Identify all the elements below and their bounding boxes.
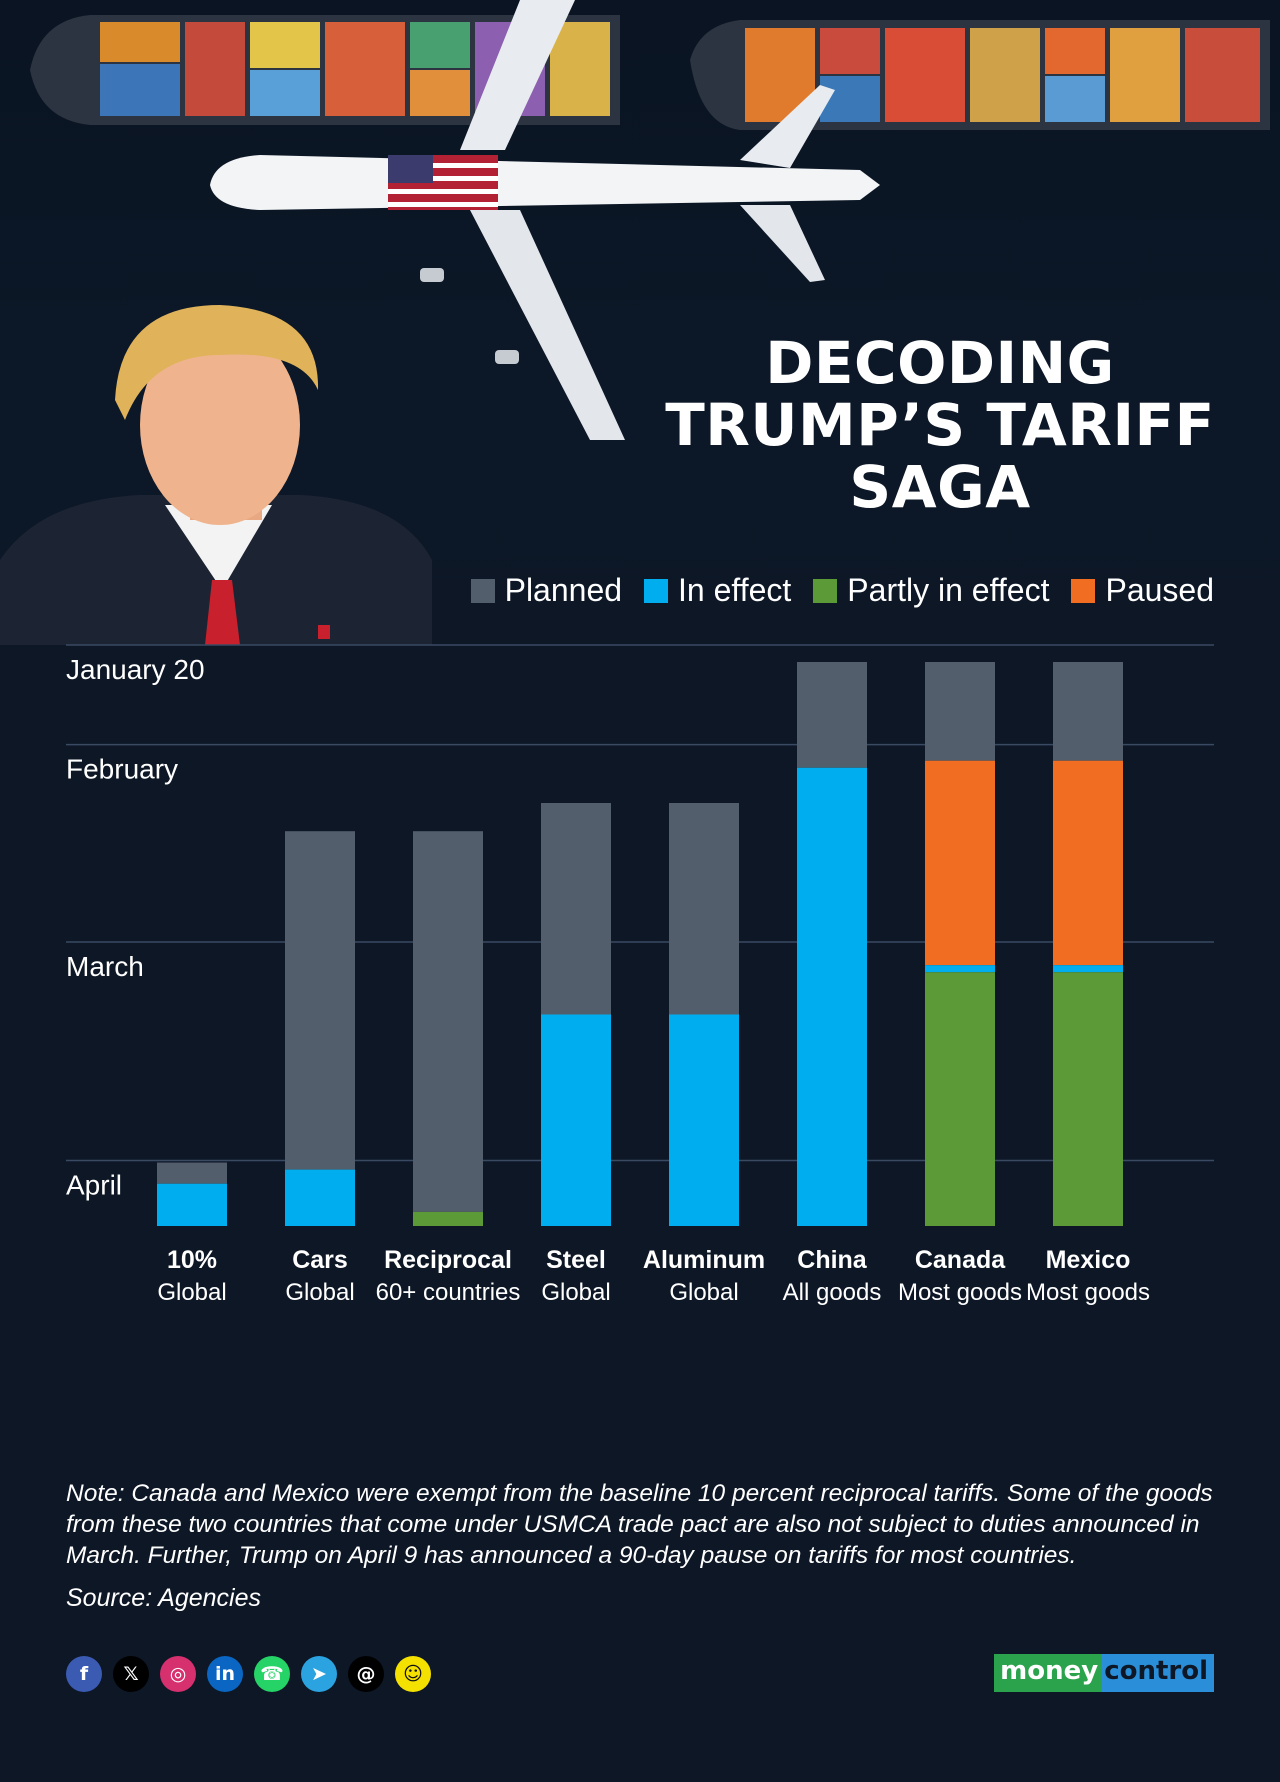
category-sublabel: 60+ countries — [376, 1279, 521, 1306]
instagram-icon[interactable]: ◎ — [160, 1656, 196, 1692]
bar-segment-in-effect — [285, 1169, 355, 1226]
cargo-ship-left — [30, 15, 620, 125]
legend-item-planned: Planned — [470, 572, 623, 609]
legend-label-in-effect: In effect — [678, 572, 792, 608]
x-icon[interactable]: 𝕏 — [113, 1656, 149, 1692]
bar-segment-in-effect — [541, 1014, 611, 1226]
moneycontrol-logo[interactable]: money control — [994, 1654, 1214, 1692]
bar-segment-paused — [925, 760, 995, 966]
chart-legend: Planned In effect Partly in effect Pause… — [470, 572, 1214, 609]
time-tick-label: March — [66, 951, 144, 982]
bar-segment-in-effect — [1053, 965, 1123, 973]
bar-segment-paused — [1053, 760, 1123, 966]
bar-segment-in-effect — [669, 1014, 739, 1226]
bar-segment-planned — [1053, 662, 1123, 761]
bar-segment-planned — [413, 831, 483, 1212]
category-label: China — [797, 1246, 868, 1274]
category-label: Canada — [915, 1246, 1006, 1274]
bar-segment-in-effect — [797, 767, 867, 1226]
bar-segment-planned — [797, 662, 867, 768]
bar-segment-partly-in-effect — [1053, 972, 1123, 1226]
legend-label-paused: Paused — [1105, 572, 1214, 608]
linkedin-icon[interactable]: in — [207, 1656, 243, 1692]
category-label: 10% — [167, 1246, 217, 1274]
facebook-icon[interactable]: f — [66, 1656, 102, 1692]
telegram-icon[interactable]: ➤ — [301, 1656, 337, 1692]
hero-image: DECODING TRUMP’S TARIFF SAGA — [0, 0, 1280, 650]
whatsapp-icon[interactable]: ☎ — [254, 1656, 290, 1692]
airplane — [210, 0, 880, 440]
category-label: Reciprocal — [384, 1246, 512, 1274]
category-label: Steel — [546, 1246, 606, 1274]
legend-swatch-partly-in-effect — [813, 578, 838, 603]
bar-segment-planned — [285, 831, 355, 1170]
legend-swatch-paused — [1071, 578, 1096, 603]
legend-label-planned: Planned — [504, 572, 623, 608]
social-links: f 𝕏 ◎ in ☎ ➤ @ ☺ — [66, 1656, 431, 1692]
tariff-timeline-chart: January 20 February March April 10% Global Car… — [66, 644, 1214, 1306]
time-tick-label: April — [66, 1170, 122, 1201]
category-sublabel: Most goods — [1026, 1279, 1150, 1306]
category-sublabel: Global — [157, 1279, 226, 1306]
legend-item-paused: Paused — [1071, 572, 1214, 609]
legend-swatch-in-effect — [644, 578, 669, 603]
time-tick-label: February — [66, 754, 178, 785]
category-sublabel: Global — [669, 1279, 738, 1306]
bar-segment-planned — [669, 803, 739, 1015]
category-label: Cars — [292, 1246, 348, 1274]
category-label: Aluminum — [643, 1246, 765, 1274]
legend-label-partly-in-effect: Partly in effect — [847, 572, 1050, 608]
legend-swatch-planned — [470, 578, 495, 603]
category-sublabel: Global — [541, 1279, 610, 1306]
category-sublabel: Most goods — [898, 1279, 1022, 1306]
page-title: DECODING TRUMP’S TARIFF SAGA — [640, 332, 1240, 518]
time-tick-label: January 20 — [66, 654, 205, 685]
bar-segment-planned — [925, 662, 995, 761]
cargo-ship-right — [690, 20, 1270, 130]
legend-item-partly-in-effect: Partly in effect — [813, 572, 1049, 609]
chart-source: Source: Agencies — [66, 1584, 262, 1612]
logo-part-control: control — [1102, 1654, 1214, 1692]
title-line-3: SAGA — [849, 453, 1031, 521]
chart-note: Note: Canada and Mexico were exempt from… — [66, 1480, 1213, 1569]
bar-segment-in-effect — [925, 965, 995, 973]
bar-segment-partly-in-effect — [413, 1211, 483, 1226]
bar-segment-in-effect — [157, 1183, 227, 1226]
hero-illustration — [0, 0, 1270, 645]
title-line-1: DECODING — [765, 329, 1115, 397]
legend-item-in-effect: In effect — [644, 572, 791, 609]
bar-segment-planned — [157, 1162, 227, 1184]
bar-segment-partly-in-effect — [925, 972, 995, 1226]
title-line-2: TRUMP’S TARIFF — [665, 391, 1215, 459]
category-sublabel: Global — [285, 1279, 354, 1306]
category-label: Mexico — [1046, 1246, 1131, 1274]
bar-segment-planned — [541, 803, 611, 1015]
trump-portrait — [0, 305, 432, 645]
logo-part-money: money — [994, 1654, 1103, 1692]
snapchat-icon[interactable]: ☺ — [395, 1656, 431, 1692]
category-sublabel: All goods — [783, 1279, 882, 1306]
threads-icon[interactable]: @ — [348, 1656, 384, 1692]
